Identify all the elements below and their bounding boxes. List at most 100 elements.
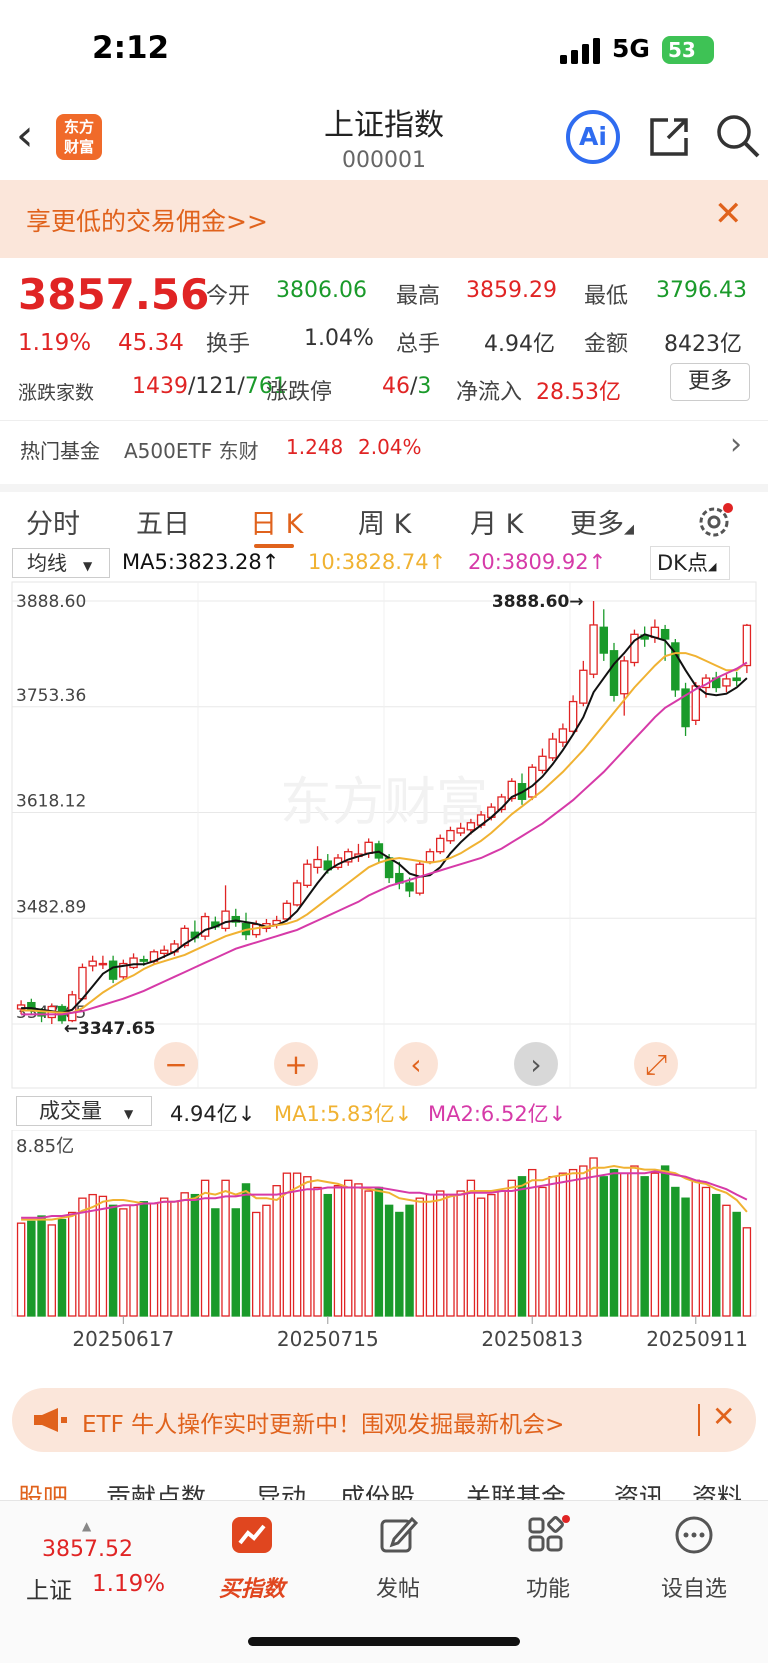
- promo-banner[interactable]: 享更低的交易佣金>> ✕: [0, 180, 768, 258]
- functions-button[interactable]: 功能: [525, 1577, 570, 1602]
- tab-anomaly[interactable]: 异动: [256, 1483, 307, 1500]
- breadth-sep: /: [188, 374, 196, 399]
- kline-chart[interactable]: 东方财富 3888.603753.363618.123482.893347.65…: [0, 580, 768, 1090]
- x-tick-label: 20250617: [72, 1327, 174, 1351]
- post-button[interactable]: 发帖: [375, 1577, 420, 1602]
- volume-bar: [405, 1204, 414, 1317]
- tab-five-day[interactable]: 五日: [136, 509, 190, 540]
- volume-bar: [742, 1227, 752, 1317]
- tab-more[interactable]: 更多◢: [570, 502, 634, 541]
- open-label: 今开: [206, 284, 251, 309]
- breadth-sep: /: [237, 374, 245, 399]
- dk-point-label: DK点: [657, 551, 708, 575]
- tab-daily-k[interactable]: 日 K: [250, 509, 304, 540]
- volume-bar: [67, 1211, 77, 1317]
- trend-chart-icon[interactable]: [230, 1515, 274, 1555]
- volume-bar: [517, 1176, 527, 1317]
- candle-body: [98, 962, 108, 966]
- buy-index-button[interactable]: 买指数: [218, 1577, 285, 1602]
- ma-indicator-row: 均线 ▼ MA5:3823.28↑ 10:3828.74↑ 20:3809.92↑…: [0, 544, 768, 582]
- volume-bar: [497, 1190, 506, 1317]
- close-icon[interactable]: ✕: [712, 1400, 736, 1433]
- period-tabs: 分时 五日 日 K 周 K 月 K 更多◢: [0, 484, 768, 548]
- volume-select[interactable]: 成交量 ▼: [16, 1096, 152, 1126]
- volume-bar: [722, 1204, 731, 1317]
- turnover-value: 1.04%: [304, 326, 374, 351]
- change-value: 45.34: [118, 330, 184, 356]
- close-icon[interactable]: ✕: [714, 194, 743, 234]
- candle-body: [364, 841, 373, 854]
- candle-body: [435, 837, 445, 853]
- volume-bar: [579, 1165, 588, 1317]
- volume-bar: [108, 1204, 118, 1317]
- tab-news[interactable]: 资讯: [614, 1483, 665, 1500]
- apps-grid-icon[interactable]: [526, 1515, 570, 1555]
- candle-body: [67, 994, 77, 1022]
- hot-fund-price: 1.248: [286, 435, 344, 459]
- amount-label: 金额: [584, 332, 629, 357]
- kline-markers: 3888.60→ ←3347.65: [64, 592, 584, 1039]
- volume-bar: [619, 1172, 629, 1317]
- open-value: 3806.06: [276, 278, 367, 303]
- search-icon[interactable]: [714, 112, 760, 162]
- gear-icon[interactable]: [694, 502, 734, 542]
- more-button[interactable]: 更多: [670, 363, 750, 401]
- candle-body: [313, 858, 322, 868]
- down-count: 761: [244, 374, 287, 399]
- volume-bar: [78, 1197, 87, 1317]
- tab-monthly-k[interactable]: 月 K: [470, 509, 524, 540]
- fullscreen-control[interactable]: ⤢: [634, 1042, 678, 1086]
- candle-body: [119, 962, 128, 978]
- tab-related-funds[interactable]: 关联基金: [466, 1483, 567, 1500]
- volume-bar: [456, 1190, 465, 1317]
- candle-body: [527, 766, 537, 798]
- x-tick-label: 20250715: [277, 1327, 379, 1351]
- x-tick-label: 20250813: [481, 1327, 583, 1351]
- tab-intraday[interactable]: 分时: [26, 509, 80, 540]
- candle-body: [343, 851, 353, 863]
- watermark: 东方财富: [280, 773, 488, 833]
- y-tick-label: 3753.36: [16, 686, 86, 706]
- hot-fund-row[interactable]: 热门基金 A500ETF 东财 1.248 2.04% ›: [0, 420, 768, 474]
- etf-banner-text[interactable]: ETF 牛人操作实时更新中！围观发掘最新机会>: [82, 1412, 565, 1438]
- plus-control-bg: [274, 1042, 318, 1086]
- promo-text[interactable]: 享更低的交易佣金>>: [26, 207, 268, 236]
- back-chevron-icon[interactable]: ‹: [16, 110, 34, 161]
- caret-icon: ◢: [707, 560, 717, 573]
- vol-ma1-value: MA1:5.83亿↓: [274, 1102, 413, 1126]
- breadth-label: 涨跌家数: [18, 382, 95, 404]
- prev-control-bg: [394, 1042, 438, 1086]
- volume-bar: [650, 1172, 660, 1317]
- tab-constituents[interactable]: 成份股: [340, 1483, 416, 1500]
- bottom-index-name[interactable]: 上证: [26, 1578, 72, 1604]
- volume-bar: [548, 1176, 557, 1317]
- ai-assistant-button[interactable]: Ai: [566, 110, 620, 164]
- plus-control[interactable]: +: [274, 1042, 318, 1086]
- next-control[interactable]: ›: [514, 1042, 558, 1086]
- bottom-index-price[interactable]: 3857.52: [42, 1537, 133, 1562]
- share-icon[interactable]: [646, 114, 692, 160]
- candle-body: [139, 958, 149, 962]
- volume-chart[interactable]: 8.85亿 20250617 20250715 20250813 20250911: [0, 1130, 768, 1370]
- tab-weekly-k[interactable]: 周 K: [358, 509, 412, 540]
- volume-bar: [57, 1218, 67, 1317]
- minus-control[interactable]: −: [154, 1042, 198, 1086]
- prev-control[interactable]: ‹: [394, 1042, 438, 1086]
- bottom-index-pct[interactable]: 1.19%: [92, 1571, 166, 1597]
- volume-bar: [711, 1193, 721, 1317]
- megaphone-icon: [34, 1408, 67, 1432]
- add-watchlist-button[interactable]: 设自选: [660, 1577, 727, 1602]
- tab-contribution[interactable]: 贡献点数: [106, 1483, 207, 1500]
- volume-value: 4.94亿↓: [170, 1102, 256, 1126]
- compose-icon[interactable]: [378, 1515, 418, 1555]
- tab-profile[interactable]: 资料: [692, 1483, 743, 1500]
- info-tabs: 股吧 贡献点数 异动 成份股 关联基金 资讯 资料: [0, 1470, 768, 1500]
- ma-select[interactable]: 均线 ▼: [12, 548, 110, 578]
- turnover-label: 换手: [206, 332, 251, 357]
- volume-bar: [466, 1179, 476, 1317]
- etf-banner[interactable]: ETF 牛人操作实时更新中！围观发掘最新机会> ✕: [12, 1388, 756, 1452]
- tab-guba[interactable]: 股吧: [18, 1483, 69, 1500]
- dk-point-button[interactable]: DK点◢: [650, 546, 730, 580]
- y-tick-label: 3618.12: [16, 792, 86, 812]
- more-dots-icon[interactable]: [674, 1515, 714, 1555]
